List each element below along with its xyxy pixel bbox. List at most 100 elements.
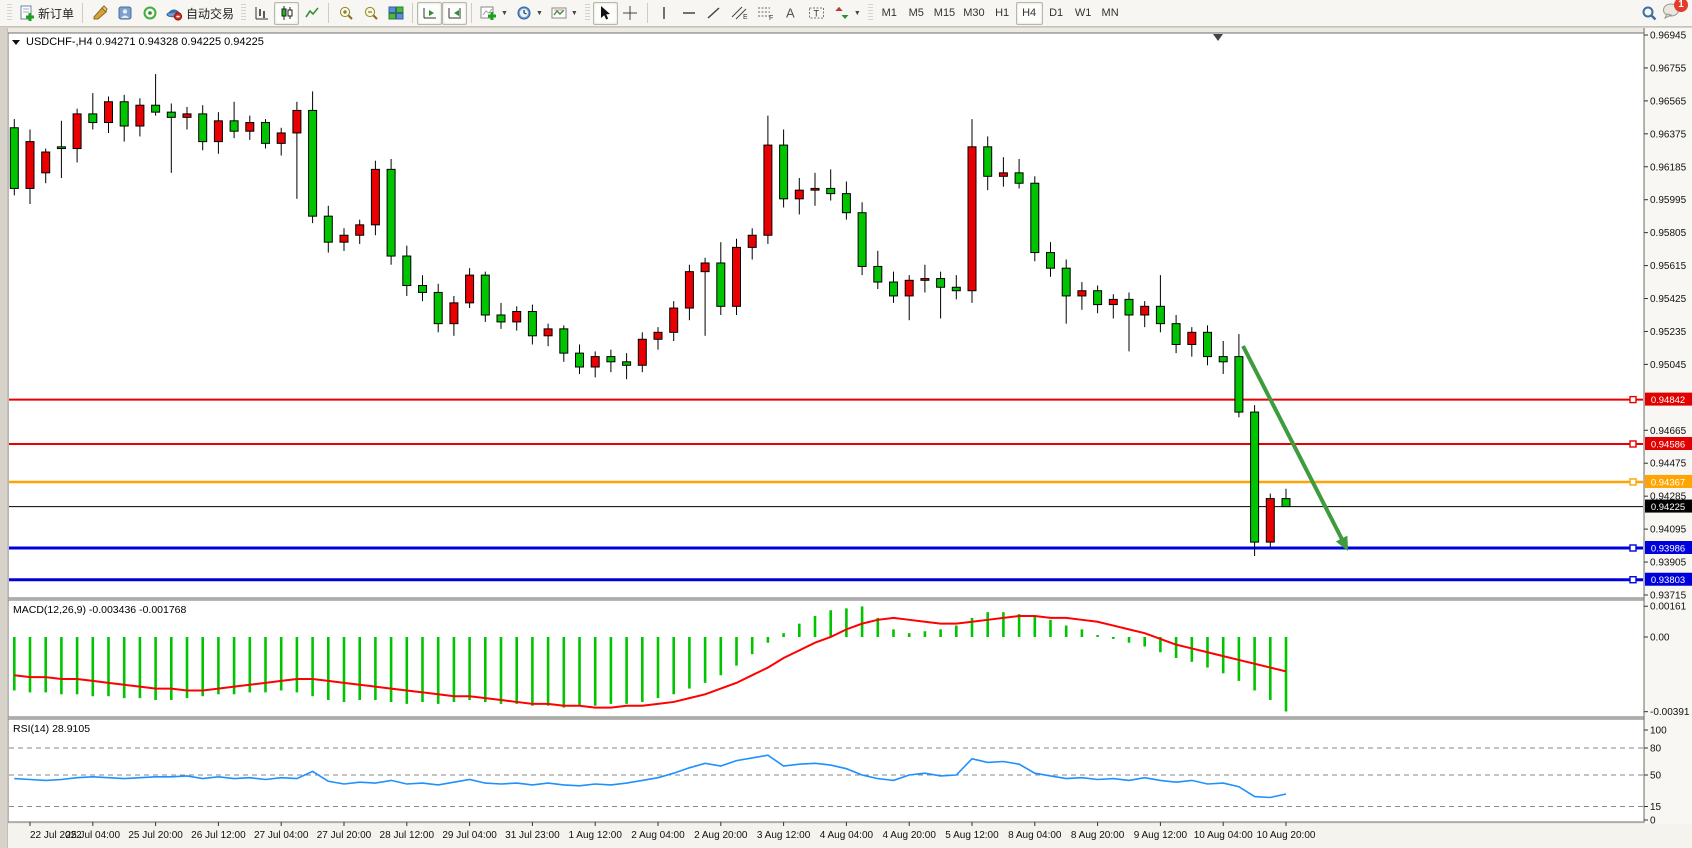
zoom-in-icon (338, 5, 354, 21)
toolbar-grip (7, 4, 12, 22)
price-axis-tick: 0.94285 (1650, 492, 1687, 503)
text-button[interactable]: A (779, 2, 804, 25)
toolbar-grip (867, 4, 873, 22)
trendline-button[interactable] (702, 2, 727, 25)
main-toolbar: 新订单 自动交易 (0, 0, 1692, 27)
auto-trading-button[interactable]: 自动交易 (162, 2, 238, 25)
candlestick-chart-button[interactable] (274, 1, 300, 25)
time-axis-label: 9 Aug 12:00 (1134, 830, 1188, 841)
toolbar-grip (241, 4, 247, 22)
rsi-panel (7, 718, 1645, 823)
rsi-axis-tick: 80 (1650, 744, 1662, 755)
new-order-button[interactable]: 新订单 (15, 2, 78, 25)
time-axis-label: 10 Aug 04:00 (1194, 830, 1253, 841)
chart-shift-icon (447, 5, 463, 21)
text-icon: A (784, 5, 798, 21)
periods-button[interactable]: ▼ (512, 2, 547, 25)
equidistant-channel-button[interactable]: E (727, 2, 753, 25)
toolbar-grip (584, 4, 590, 22)
templates-icon (551, 5, 567, 21)
text-label-button[interactable]: T (804, 2, 830, 25)
arrows-button[interactable]: ▼ (830, 2, 865, 25)
new-order-icon (19, 5, 35, 21)
tab-timeframe-h4[interactable]: H4 (1015, 1, 1043, 25)
bar-chart-button[interactable] (249, 2, 274, 25)
styler-button[interactable] (87, 2, 112, 25)
profile-button[interactable] (112, 2, 137, 25)
vertical-line-button[interactable] (652, 2, 677, 25)
tab-timeframe-w1[interactable]: W1 (1074, 7, 1092, 19)
rsi-axis-tick: 50 (1650, 771, 1662, 782)
zoom-out-button[interactable] (358, 2, 383, 25)
time-axis-label: 27 Jul 20:00 (317, 830, 372, 841)
tile-windows-icon (388, 5, 404, 21)
symbol-dropdown-icon (12, 40, 20, 45)
trend-arrow-object (1241, 345, 1346, 544)
time-axis-label: 2 Aug 20:00 (694, 830, 748, 841)
candlestick-series (9, 74, 1291, 556)
horizontal-line-icon (681, 5, 697, 21)
price-badge (1645, 474, 1692, 488)
notifications-button[interactable]: 1 (1662, 0, 1688, 25)
templates-dropdown-caret[interactable]: ▼ (570, 9, 578, 17)
tile-windows-button[interactable] (383, 2, 408, 25)
time-axis-label: 27 Jul 04:00 (254, 830, 309, 841)
line-chart-button[interactable] (299, 2, 324, 25)
horizontal-line-button[interactable] (677, 2, 702, 25)
rsi-label: RSI(14) 28.9105 (13, 723, 90, 735)
price-badge (1645, 499, 1692, 513)
auto-scroll-button[interactable] (417, 1, 443, 25)
time-axis-label: 31 Jul 23:00 (505, 830, 560, 841)
tab-timeframe-m5[interactable]: M5 (908, 7, 924, 19)
time-axis-label: 3 Aug 12:00 (757, 830, 811, 841)
toolbar-separator (82, 3, 84, 23)
arrows-icon (834, 5, 850, 21)
time-axis-label: 4 Aug 04:00 (820, 830, 874, 841)
search-button[interactable] (1637, 2, 1662, 25)
toolbar-separator (646, 3, 648, 23)
toolbar-separator (471, 3, 473, 23)
arrows-dropdown-caret[interactable]: ▼ (853, 9, 861, 17)
chart-shift-button[interactable] (442, 1, 468, 25)
price-axis-tick: 0.96375 (1650, 129, 1687, 140)
price-badge-value: 0.94367 (1651, 477, 1685, 488)
time-axis-label: 2 Aug 04:00 (631, 830, 685, 841)
auto-trading-icon (166, 5, 183, 21)
cursor-button[interactable] (592, 1, 618, 25)
tab-timeframe-m1[interactable]: M1 (881, 7, 897, 19)
price-badge (1645, 436, 1692, 450)
line-handle (1629, 576, 1637, 584)
tab-timeframe-h1[interactable]: H1 (995, 7, 1010, 19)
price-badge-value: 0.94842 (1651, 395, 1685, 406)
indicators-button[interactable]: ▼ (476, 2, 512, 25)
line-handle (1629, 395, 1637, 404)
tab-timeframe-m15[interactable]: M15 (933, 7, 956, 19)
chart-workspace: USDCHF-,H4 0.94271 0.94328 0.94225 0.942… (0, 28, 1692, 848)
templates-button[interactable]: ▼ (547, 2, 582, 25)
price-axis-tick: 0.95615 (1650, 261, 1687, 272)
svg-text:T: T (813, 9, 819, 19)
macd-axis-tick: 0.00161 (1650, 602, 1687, 613)
tab-timeframe-m30[interactable]: M30 (963, 7, 985, 19)
line-chart-icon (304, 5, 320, 21)
usdchf-h4-chart-canvas[interactable]: USDCHF-,H4 0.94271 0.94328 0.94225 0.942… (0, 28, 1692, 848)
time-axis-label: 10 Aug 20:00 (1257, 830, 1316, 841)
price-axis-tick: 0.95235 (1650, 327, 1687, 338)
price-axis-tick: 0.95805 (1650, 228, 1687, 239)
candlestick-chart-icon (279, 5, 295, 21)
zoom-in-button[interactable] (333, 2, 358, 25)
price-axis-tick: 0.93905 (1650, 558, 1687, 569)
fibonacci-icon: F (757, 5, 775, 21)
periods-dropdown-caret[interactable]: ▼ (535, 9, 543, 17)
tab-timeframe-d1[interactable]: D1 (1049, 7, 1064, 19)
fibonacci-button[interactable]: F (753, 2, 779, 25)
price-axis-tick: 0.96565 (1650, 96, 1687, 107)
macd-label: MACD(12,26,9) -0.003436 -0.001768 (13, 604, 187, 616)
price-axis-tick: 0.96755 (1650, 63, 1687, 74)
signals-button[interactable] (137, 2, 162, 25)
indicators-dropdown-caret[interactable]: ▼ (501, 9, 508, 17)
crosshair-button[interactable] (618, 2, 643, 25)
time-axis-label: 28 Jul 12:00 (380, 830, 435, 841)
line-handle (1629, 544, 1637, 552)
tab-timeframe-mn[interactable]: MN (1101, 7, 1119, 19)
